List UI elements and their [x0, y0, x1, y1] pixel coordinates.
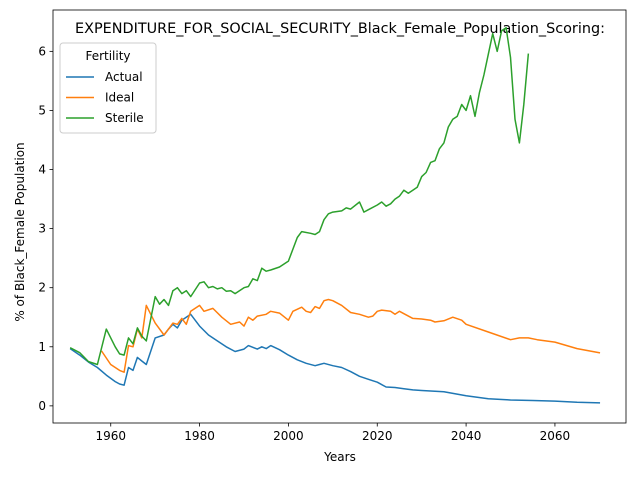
legend-entries: Actual Ideal Sterile: [66, 70, 144, 125]
axes-layer: 1960 1980 2000 2020 2040 2060 0 1 2 3 4 5 6: [38, 9, 627, 443]
y-tick-label: 4: [38, 163, 46, 177]
legend-label-ideal: Ideal: [105, 91, 134, 105]
legend-label-actual: Actual: [105, 70, 143, 84]
series-line-ideal: [100, 298, 601, 373]
legend-label-sterile: Sterile: [105, 111, 144, 125]
x-tick-label: 2020: [362, 429, 393, 443]
y-tick-label: 3: [38, 222, 46, 236]
y-tick-label: 6: [38, 44, 46, 58]
x-tick-label: 2040: [451, 429, 482, 443]
x-tick-label: 1960: [95, 429, 126, 443]
plot-frame: [52, 9, 627, 424]
y-tick-label: 5: [38, 103, 46, 117]
series-line-sterile: [69, 26, 530, 366]
x-tick-label: 2000: [273, 429, 304, 443]
y-tick-label: 2: [38, 281, 46, 295]
x-axis-label: Years: [323, 450, 356, 464]
legend-title: Fertility: [85, 49, 130, 63]
series-layer: [69, 26, 601, 404]
legend-frame: [59, 42, 157, 134]
chart-title: EXPENDITURE_FOR_SOCIAL_SECURITY_Black_Fe…: [75, 21, 605, 37]
y-axis-label: % of Black_Female Population: [13, 142, 27, 321]
x-tick-label: 1980: [184, 429, 215, 443]
series-line-actual: [69, 313, 601, 404]
x-tick-label: 2060: [540, 429, 571, 443]
y-tick-label: 1: [38, 340, 46, 354]
legend: Fertility Actual Ideal Sterile: [59, 42, 157, 134]
y-tick-label: 0: [38, 399, 46, 413]
